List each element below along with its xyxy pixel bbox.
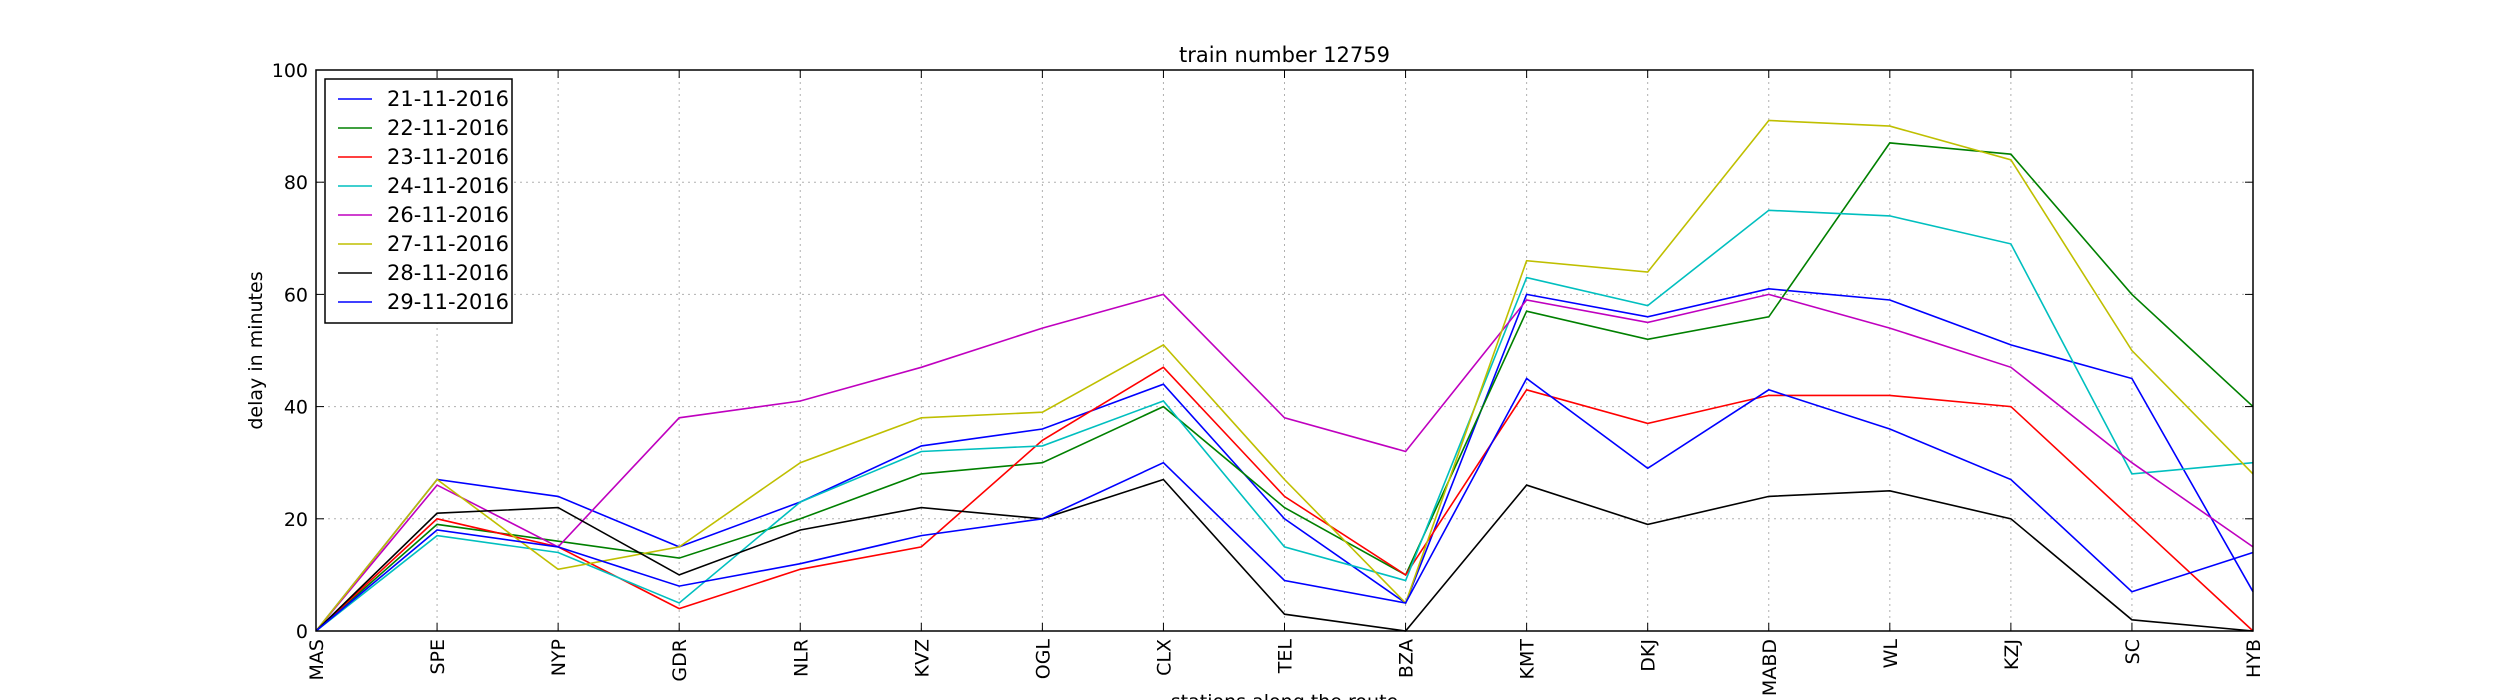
series-line-6 [315,119,2254,632]
y-axis-title: delay in minutes [245,271,267,429]
x-tick-label: OGL [1032,639,1054,680]
series-line-3 [315,366,2254,632]
y-tick-label: 60 [284,284,308,306]
series-line-7 [315,478,2254,632]
grid [316,70,2253,631]
y-tick-label: 80 [284,172,308,194]
x-tick-label: SC [2122,639,2144,664]
legend-label: 23-11-2016 [387,145,509,169]
y-tick-label: 100 [272,60,308,82]
y-tick-label: 20 [284,509,308,531]
legend-label: 26-11-2016 [387,203,509,227]
legend-label: 21-11-2016 [387,87,509,111]
series-line-8 [315,377,2254,632]
x-tick-label: KMT [1517,639,1539,680]
x-tick-label: CLX [1153,639,1175,676]
legend-label: 22-11-2016 [387,116,509,140]
legend: 21-11-2016 22-11-2016 23-11-2016 24-11-2016… [324,78,513,324]
series-line-5 [315,293,2254,632]
x-tick-label: MAS [306,639,328,680]
legend-box [324,78,513,324]
legend-label: 28-11-2016 [387,261,509,285]
y-tick-label: 0 [296,621,308,643]
x-tick-label: SPE [427,639,449,675]
legend-label: 24-11-2016 [387,174,509,198]
series-lines [315,119,2254,632]
series-line-1 [315,287,2254,632]
y-tick-label: 40 [284,397,308,419]
x-tick-label: MABD [1759,639,1781,696]
x-tick-label: NLR [790,639,812,677]
x-tick-label: KZJ [2001,639,2023,670]
x-tick-label: KVZ [911,639,933,677]
x-tick-label: WL [1880,639,1902,669]
x-tick-label: DKJ [1638,639,1660,672]
chart-title: train number 12759 [1179,43,1390,67]
x-tick-label: GDR [669,639,691,682]
x-axis-ticks: MAS SPE NYP GDR NLR KVZ OGL CLX TEL BZA KMT DKJ MABD… [306,70,2265,696]
legend-label: 27-11-2016 [387,232,509,256]
x-axis-title: stations along the route [1171,691,1398,700]
x-tick-label: HYB [2243,639,2265,678]
series-line-4 [315,209,2254,632]
x-tick-label: TEL [1275,639,1297,675]
x-tick-label: NYP [548,639,570,676]
x-tick-label: BZA [1396,639,1418,678]
legend-label: 29-11-2016 [387,290,509,314]
y-axis-ticks: 0 20 40 60 80 100 [272,60,2253,643]
